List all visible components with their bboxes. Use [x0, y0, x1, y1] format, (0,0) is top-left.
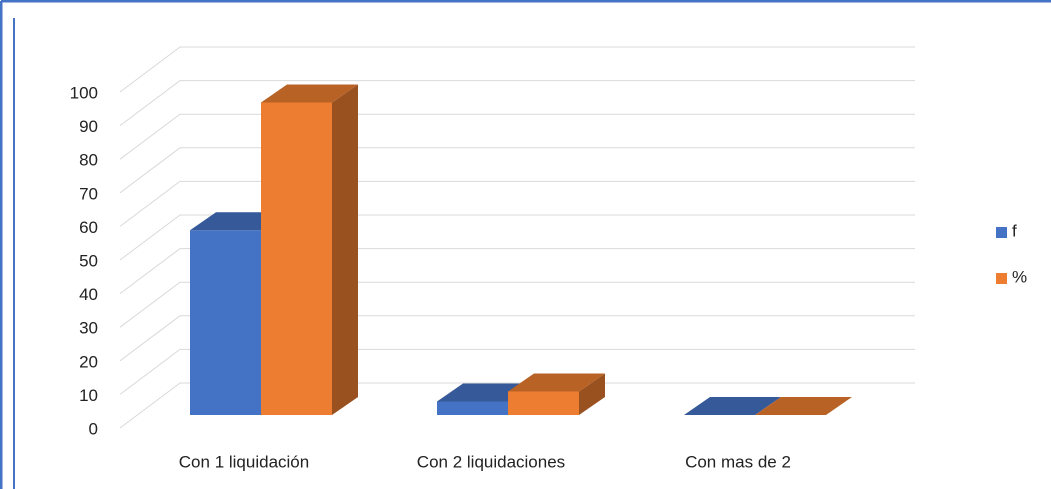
bar — [684, 397, 781, 415]
y-tick-label: 100 — [70, 83, 98, 102]
bar-top — [755, 397, 852, 415]
bar-top — [684, 397, 781, 415]
legend-label: % — [1012, 267, 1027, 286]
grid-line — [119, 80, 915, 126]
y-tick-label: 40 — [79, 285, 98, 304]
bar-side — [332, 84, 358, 416]
y-tick-label: 70 — [79, 184, 98, 203]
bar — [261, 84, 358, 416]
x-tick-label: Con 1 liquidación — [179, 452, 309, 471]
grid-line — [119, 113, 915, 160]
grid-line — [119, 348, 915, 395]
bar-front — [437, 401, 508, 415]
bar-top — [508, 373, 605, 392]
grid-line — [119, 214, 915, 261]
y-tick-label: 0 — [89, 419, 98, 438]
y-tick-label: 30 — [79, 319, 98, 338]
x-tick-label: Con mas de 2 — [685, 452, 791, 471]
bar-front — [508, 391, 579, 415]
grid-line — [119, 248, 915, 295]
y-tick-label: 50 — [79, 251, 98, 270]
bar — [755, 397, 852, 415]
bar-top — [261, 84, 358, 103]
grid-line — [119, 180, 915, 227]
y-tick-label: 60 — [79, 218, 98, 237]
y-tick-label: 20 — [79, 352, 98, 371]
grid-line — [119, 315, 915, 362]
y-tick-label: 10 — [79, 386, 98, 405]
grid-line — [119, 382, 915, 429]
grid-line — [119, 281, 915, 328]
legend-swatch — [996, 227, 1007, 238]
legend-swatch — [996, 273, 1007, 284]
bar-front — [190, 230, 261, 415]
legend-label: f — [1012, 221, 1017, 240]
bar-side — [579, 373, 605, 415]
grid-line — [119, 147, 915, 194]
y-tick-label: 80 — [79, 151, 98, 170]
bar — [508, 373, 605, 415]
x-tick-label: Con 2 liquidaciones — [417, 452, 565, 471]
grid-line — [119, 46, 915, 93]
y-tick-label: 90 — [79, 117, 98, 136]
bar-front — [261, 102, 332, 416]
